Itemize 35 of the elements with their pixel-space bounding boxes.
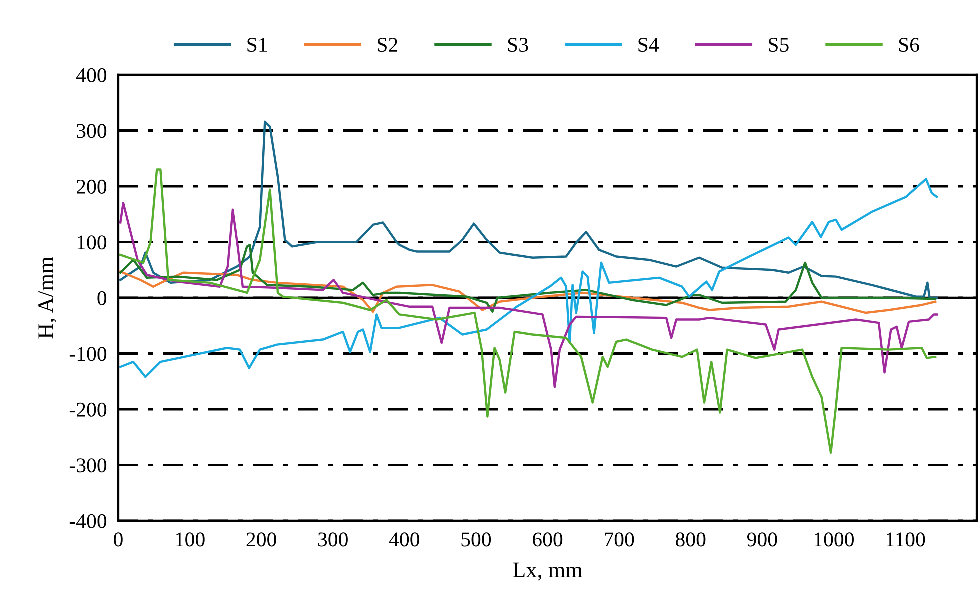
legend-label: S6 [899,38,920,52]
x-tick-label: 300 [318,532,348,547]
x-tick-label: 500 [462,532,492,547]
x-tick-label: 1100 [886,532,926,547]
legend-label: S5 [769,38,789,52]
line-series [119,178,938,378]
x-tick-label: 600 [533,532,563,547]
y-tick-label: 200 [77,180,107,194]
x-tick-label: 700 [605,532,634,547]
x-tick-label: 100 [176,532,205,547]
x-tick-label: 400 [389,532,420,547]
y-tick-label: -100 [70,347,107,362]
x-tick-label: 200 [246,532,276,547]
legend-label: S2 [378,38,398,52]
line-series [119,168,937,454]
y-tick-label: 300 [77,124,107,138]
line-series [119,270,937,314]
line-series [119,244,937,314]
y-tick-label: 0 [98,291,107,306]
legend-label: S1 [248,38,268,52]
y-tick-label: 100 [78,236,107,250]
y-tick-label: -300 [70,458,107,473]
line-series [119,120,938,300]
legend-label: S4 [638,38,660,52]
y-tick-label: -200 [70,402,107,417]
x-tick-label: 800 [676,532,706,547]
y-tick-label: -400 [70,514,107,528]
y-axis-title: H, A/mm [38,256,57,339]
x-tick-label: 1000 [814,532,854,547]
line-series [119,202,938,388]
x-tick-label: 900 [747,532,778,547]
y-tick-label: 400 [76,68,107,82]
x-tick-label: 0 [114,532,123,547]
x-axis-title: Lx, mm [513,562,583,581]
legend-label: S3 [508,38,528,52]
